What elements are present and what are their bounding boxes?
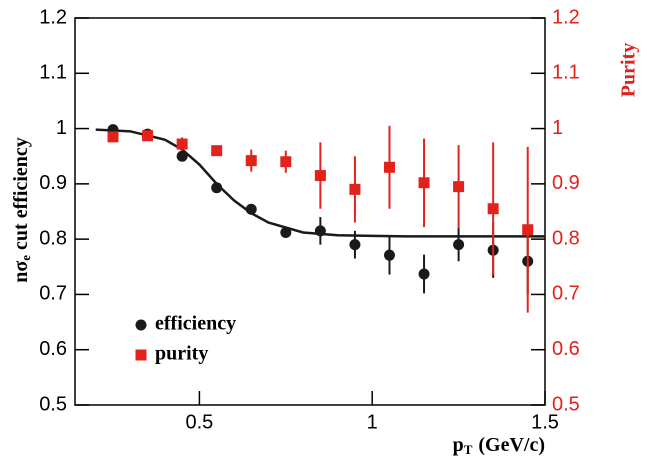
x-tick-label: 1	[367, 411, 378, 433]
y2-tick-label: 0.9	[552, 172, 580, 194]
y-tick-label: 1.2	[39, 6, 67, 28]
data-point	[142, 130, 154, 142]
y2-tick-label: 0.8	[552, 227, 580, 249]
data-point	[245, 203, 257, 215]
legend-label: purity	[155, 343, 208, 365]
data-point	[418, 268, 430, 280]
data-point	[487, 203, 499, 215]
data-point	[349, 183, 361, 195]
x-tick-label: 1.5	[531, 411, 559, 433]
data-point	[453, 181, 465, 193]
data-point	[280, 156, 292, 168]
y2-tick-label: 1.1	[552, 62, 580, 84]
data-point	[453, 239, 465, 251]
y-tick-label: 1	[56, 117, 67, 139]
data-point	[383, 249, 395, 261]
data-point	[176, 138, 188, 150]
legend-marker	[135, 349, 147, 361]
legend-label: efficiency	[155, 313, 236, 335]
y-tick-label: 0.7	[39, 283, 67, 305]
y2-tick-label: 1.2	[552, 6, 580, 28]
y-tick-label: 1.1	[39, 62, 67, 84]
data-point	[107, 131, 119, 143]
plot-frame	[74, 17, 546, 406]
y-tick-label: 0.9	[39, 172, 67, 194]
data-point	[383, 161, 395, 173]
y-tick-label: 0.6	[39, 338, 67, 360]
y2-tick-label: 0.5	[552, 393, 580, 415]
x-tick-label: 0.5	[186, 411, 214, 433]
data-point	[211, 145, 223, 157]
data-point	[314, 225, 326, 237]
data-point	[176, 150, 188, 162]
data-point	[211, 182, 223, 194]
data-point	[314, 170, 326, 182]
data-point	[522, 224, 534, 236]
y-tick-label: 0.8	[39, 227, 67, 249]
data-point	[280, 227, 292, 239]
y2-tick-label: 0.7	[552, 283, 580, 305]
y-tick-label: 0.5	[39, 393, 67, 415]
legend-marker	[135, 319, 147, 331]
y2-axis-label: Purity	[618, 43, 640, 97]
x-axis-label: pT (GeV/c)	[453, 434, 545, 457]
fit-curve	[95, 128, 545, 238]
y-axis-label: nσecut efficiency	[10, 137, 33, 283]
data-point	[349, 239, 361, 251]
data-point	[245, 155, 257, 167]
data-point	[418, 177, 430, 189]
y2-tick-label: 1	[552, 117, 563, 139]
y2-tick-label: 0.6	[552, 338, 580, 360]
